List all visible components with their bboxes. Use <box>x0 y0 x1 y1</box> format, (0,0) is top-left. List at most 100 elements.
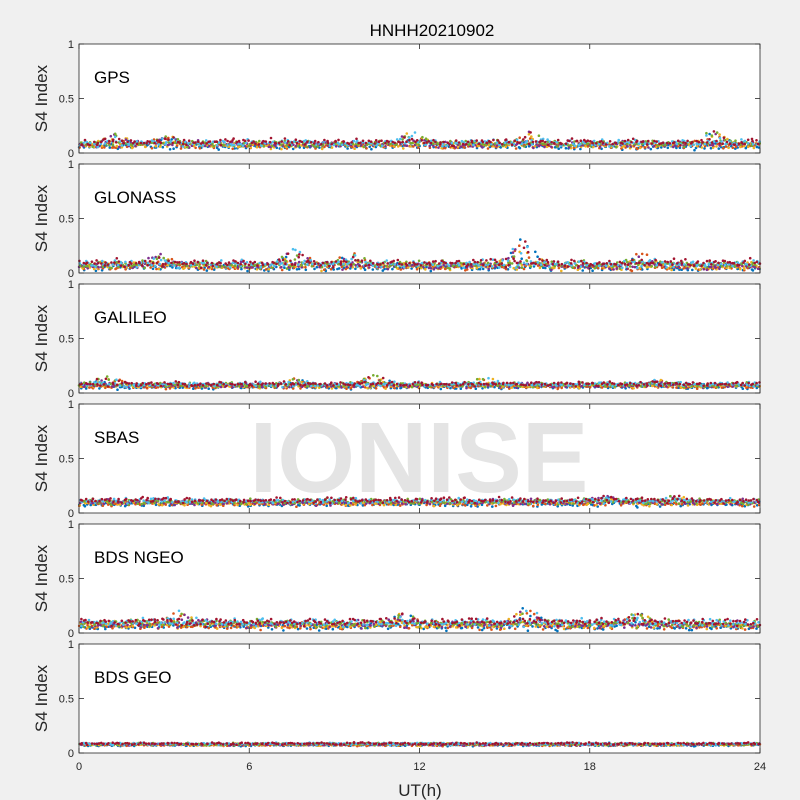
data-point <box>515 261 519 265</box>
data-point <box>564 146 568 150</box>
data-point <box>581 262 585 265</box>
data-point <box>374 387 378 390</box>
data-point <box>413 262 417 266</box>
data-point <box>702 267 706 271</box>
data-point <box>541 259 544 262</box>
plot-area <box>79 44 760 153</box>
data-point <box>470 140 474 144</box>
data-point <box>384 141 387 145</box>
data-point <box>631 137 635 141</box>
data-point <box>100 144 104 148</box>
data-point <box>434 145 438 149</box>
data-point <box>219 143 223 147</box>
data-point <box>715 139 718 143</box>
data-point <box>277 141 281 145</box>
data-point <box>327 264 331 268</box>
data-point <box>475 377 479 381</box>
y-axis-label: S4 Index <box>32 64 51 132</box>
data-point <box>660 146 663 149</box>
data-point <box>620 266 624 270</box>
data-point <box>285 144 288 147</box>
data-point <box>326 141 330 145</box>
data-point <box>207 387 210 391</box>
data-point <box>646 143 649 146</box>
data-point <box>526 245 529 249</box>
data-point <box>655 140 658 143</box>
data-point <box>691 260 695 264</box>
data-point <box>659 378 663 382</box>
data-point <box>83 138 87 142</box>
data-point <box>231 261 235 265</box>
data-point <box>683 263 686 266</box>
data-point <box>159 258 163 262</box>
data-point <box>755 139 758 142</box>
data-point <box>192 144 196 148</box>
data-point <box>364 264 367 268</box>
data-point <box>651 384 654 388</box>
data-point <box>605 262 609 265</box>
data-point <box>473 260 477 264</box>
data-point <box>498 266 501 269</box>
data-point <box>339 260 343 263</box>
data-point <box>490 265 494 268</box>
data-point <box>450 141 454 145</box>
data-point <box>551 262 554 266</box>
data-point <box>226 144 229 147</box>
data-point <box>232 143 236 147</box>
data-point <box>703 142 707 146</box>
data-point <box>705 259 709 263</box>
data-point <box>384 264 388 268</box>
data-points <box>77 130 761 152</box>
data-point <box>99 140 103 144</box>
data-point <box>135 140 139 143</box>
data-point <box>157 267 161 271</box>
data-point <box>352 139 356 143</box>
data-point <box>477 142 481 145</box>
data-point <box>387 140 390 143</box>
data-point <box>274 144 277 148</box>
data-point <box>752 146 756 150</box>
data-point <box>410 137 414 141</box>
data-point <box>459 387 463 391</box>
data-point <box>522 138 525 141</box>
data-point <box>355 137 358 141</box>
data-point <box>215 140 219 143</box>
data-point <box>306 263 309 267</box>
y-tick-label: 0.5 <box>59 94 74 106</box>
data-point <box>329 267 333 271</box>
data-point <box>661 260 664 264</box>
data-point <box>530 135 533 138</box>
data-point <box>668 142 672 145</box>
data-point <box>573 144 577 147</box>
data-point <box>523 135 527 139</box>
data-point <box>425 141 428 144</box>
data-point <box>116 388 119 392</box>
data-point <box>153 264 157 268</box>
data-point <box>507 256 510 260</box>
data-point <box>419 264 423 267</box>
data-point <box>164 137 167 141</box>
data-point <box>219 138 222 142</box>
data-point <box>301 262 305 265</box>
data-point <box>181 142 185 146</box>
data-point <box>239 262 242 266</box>
data-point <box>422 141 426 145</box>
data-point <box>690 140 694 144</box>
data-point <box>629 145 632 148</box>
data-point <box>117 260 121 263</box>
data-point <box>714 266 717 269</box>
data-point <box>702 261 705 265</box>
data-point <box>630 140 633 144</box>
data-point <box>550 141 553 144</box>
data-point <box>520 266 524 270</box>
data-point <box>495 144 499 147</box>
data-point <box>537 134 541 137</box>
data-point <box>289 259 292 263</box>
data-point <box>457 141 461 144</box>
data-point <box>618 267 622 270</box>
data-point <box>226 263 229 267</box>
data-point <box>157 256 161 259</box>
data-point <box>602 141 605 145</box>
data-point <box>196 260 200 264</box>
